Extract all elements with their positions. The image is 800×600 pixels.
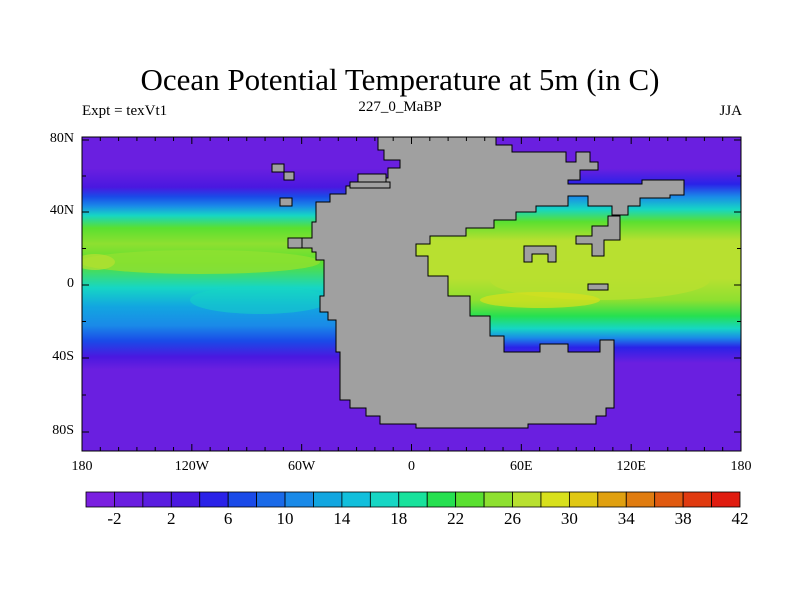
island-5 (349, 181, 391, 189)
lat-label: 40N (49, 203, 74, 218)
colorbar-label: 34 (617, 509, 635, 528)
colorbar-swatch (142, 491, 172, 508)
colorbar-label: 30 (560, 509, 578, 528)
lon-label: 60W (288, 459, 316, 474)
island-9 (575, 215, 621, 257)
colorbar-swatch (369, 491, 400, 508)
lon-label: 120E (616, 459, 646, 474)
colorbar-label: 22 (447, 509, 465, 528)
map-title: Ocean Potential Temperature at 5m (in C) (140, 62, 660, 97)
season-label: JJA (719, 103, 742, 119)
colorbar-swatch (341, 491, 371, 508)
lat-label: 80S (52, 423, 74, 438)
colorbar-label: 26 (504, 509, 522, 528)
lat-label: 0 (67, 276, 74, 291)
colorbar-label: 38 (674, 509, 692, 528)
lon-label: 180 (730, 459, 752, 474)
island-4 (357, 173, 387, 183)
colorbar-swatch (170, 491, 201, 508)
island-8 (523, 245, 557, 263)
colorbar-swatch (483, 491, 513, 508)
colorbar-swatch (398, 491, 428, 508)
colorbar-swatch (284, 491, 314, 508)
lon-label: 0 (408, 459, 415, 474)
cool-tongue (190, 286, 330, 314)
colorbar-swatch (256, 491, 286, 508)
colorbar-swatch (711, 491, 741, 508)
lat-label: 80N (49, 131, 74, 146)
warmest-patch (480, 292, 600, 308)
island-7 (587, 283, 609, 291)
warm-band-east (490, 260, 710, 300)
island-2 (283, 171, 295, 181)
experiment-label: Expt = texVt1 (82, 103, 168, 119)
lat-label: 40S (52, 349, 74, 364)
colorbar-swatch (597, 491, 627, 508)
island-3 (279, 197, 293, 207)
lon-label: 120W (174, 459, 209, 474)
colorbar-label: 14 (333, 509, 351, 528)
axis-ticks (81, 137, 742, 451)
colorbar-label: 10 (276, 509, 294, 528)
island-1 (271, 163, 285, 173)
colorbar-swatch (313, 491, 343, 508)
colorbar-swatch (512, 491, 542, 508)
time-label: 227_0_MaBP (358, 99, 442, 115)
colorbar-label: 42 (731, 509, 749, 528)
colorbar-swatch (540, 491, 570, 508)
colorbar-swatch (227, 491, 258, 508)
colorbar-swatch (682, 491, 712, 508)
colorbar-label: 6 (223, 509, 233, 528)
colorbar-swatch (654, 491, 684, 508)
colorbar (85, 491, 741, 508)
colorbar-swatch (114, 491, 144, 508)
colorbar-swatch (568, 491, 599, 508)
colorbar-swatch (455, 491, 485, 508)
colorbar-label: -2 (107, 509, 122, 528)
warm-patch-edge (82, 254, 115, 270)
colorbar-label: 18 (390, 509, 408, 528)
warm-band-west (82, 250, 320, 274)
lon-label: 60E (510, 459, 533, 474)
colorbar-swatch (199, 491, 229, 508)
map-field (82, 137, 741, 451)
colorbar-swatch (85, 491, 115, 508)
colorbar-swatch (426, 491, 457, 508)
colorbar-swatch (625, 491, 656, 508)
colorbar-label: 2 (167, 509, 176, 528)
lon-label: 180 (71, 459, 93, 474)
island-6 (287, 237, 303, 249)
